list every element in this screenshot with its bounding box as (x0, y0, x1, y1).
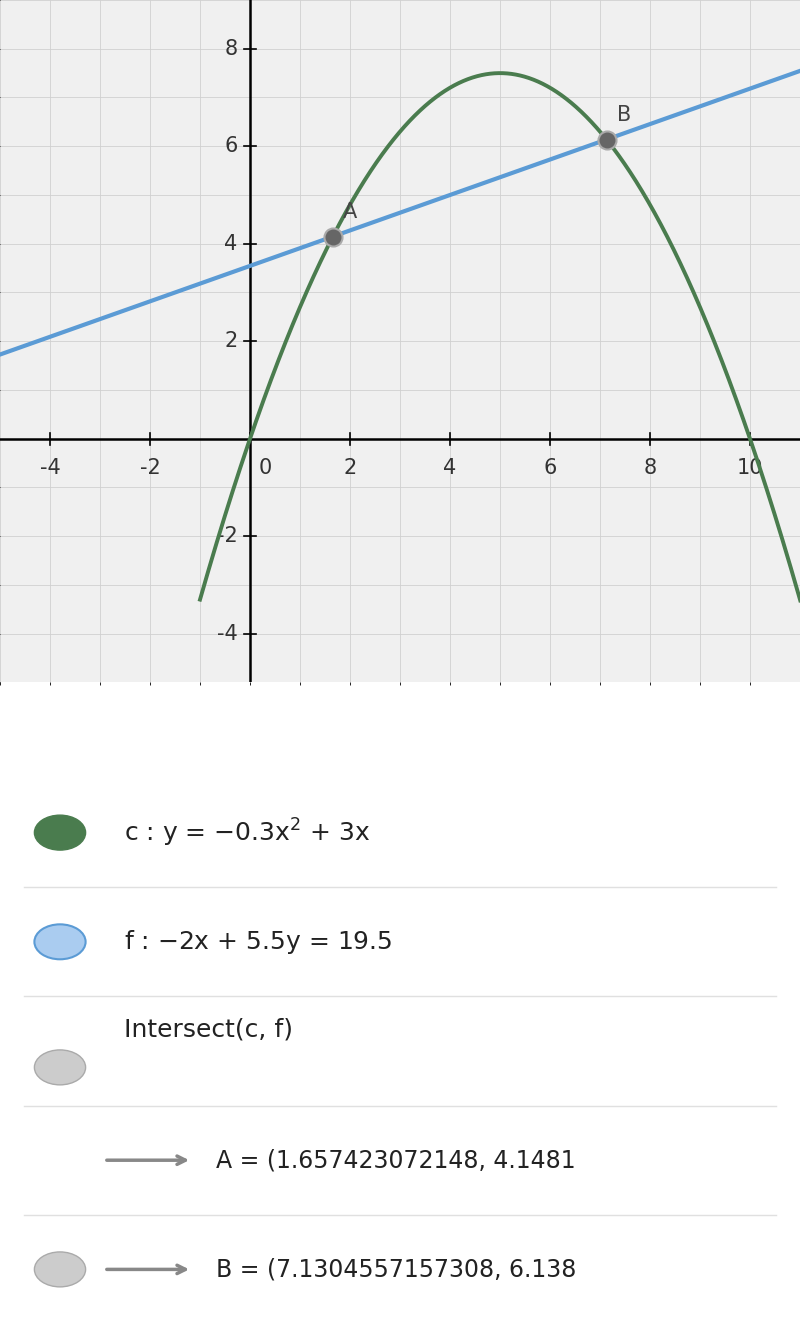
Text: 10: 10 (737, 458, 763, 478)
Text: B = (7.1304557157308, 6.138: B = (7.1304557157308, 6.138 (216, 1258, 576, 1282)
Text: c : y = $-0.3\mathrm{x}^2$ + 3x: c : y = $-0.3\mathrm{x}^2$ + 3x (124, 817, 370, 849)
Text: A = (1.657423072148, 4.1481: A = (1.657423072148, 4.1481 (216, 1148, 576, 1172)
Text: 0: 0 (259, 458, 272, 478)
Text: 2: 2 (343, 458, 357, 478)
Text: -2: -2 (140, 458, 160, 478)
Circle shape (34, 816, 86, 850)
Text: 4: 4 (443, 458, 457, 478)
Text: -2: -2 (217, 526, 238, 547)
Text: 2: 2 (224, 331, 238, 351)
Text: 8: 8 (643, 458, 657, 478)
Text: 6: 6 (543, 458, 557, 478)
Circle shape (34, 1050, 86, 1084)
Text: 🔺: 🔺 (393, 716, 407, 740)
Circle shape (34, 1253, 86, 1287)
Text: -4: -4 (40, 458, 60, 478)
Circle shape (34, 924, 86, 960)
Text: ❯: ❯ (756, 715, 780, 743)
Text: ▦: ▦ (494, 714, 522, 743)
Text: A: A (343, 203, 357, 222)
Text: 🖩: 🖩 (283, 711, 301, 740)
Text: f : $-2\mathrm{x}$ + $5.5\mathrm{y}$ = 19.5: f : $-2\mathrm{x}$ + $5.5\mathrm{y}$ = 1… (124, 928, 392, 956)
Text: B: B (617, 105, 630, 124)
Text: 4: 4 (224, 234, 238, 254)
Text: -4: -4 (217, 624, 238, 643)
Text: Intersect(c, f): Intersect(c, f) (124, 1017, 293, 1041)
Text: 8: 8 (224, 38, 238, 58)
Text: 6: 6 (224, 136, 238, 156)
